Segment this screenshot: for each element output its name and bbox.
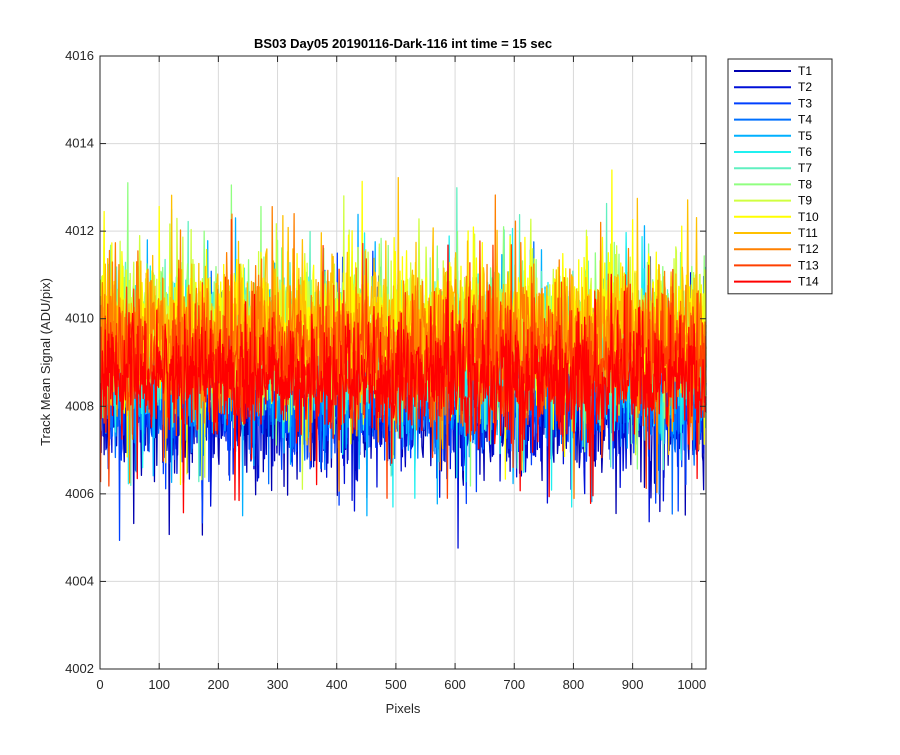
x-tick-label: 700 [503,677,525,692]
legend-label-t12: T12 [798,242,819,256]
series-layer [99,169,707,549]
legend-label-t10: T10 [798,210,819,224]
legend-label-t13: T13 [798,258,819,272]
x-axis-label: Pixels [386,701,421,716]
legend-label-t14: T14 [798,275,819,289]
y-tick-label: 4008 [65,398,94,413]
legend-label-t2: T2 [798,80,812,94]
x-tick-label: 600 [444,677,466,692]
y-tick-label: 4014 [65,136,94,151]
legend-label-t7: T7 [798,161,812,175]
chart-title: BS03 Day05 20190116-Dark-116 int time = … [254,36,552,51]
y-tick-label: 4016 [65,48,94,63]
x-tick-label: 400 [326,677,348,692]
legend-label-t5: T5 [798,129,812,143]
legend-label-t1: T1 [798,64,812,78]
y-axis-label: Track Mean Signal (ADU/pix) [38,278,53,446]
x-tick-label: 800 [563,677,585,692]
y-tick-label: 4006 [65,486,94,501]
x-tick-label: 300 [267,677,289,692]
x-tick-label: 900 [622,677,644,692]
axes-layer: 0 100 200 300 400 500 600 700 800 900 1000 4002 4004… [65,48,707,692]
y-tick-label: 4002 [65,661,94,676]
legend-label-t11: T11 [798,226,818,240]
series-line-t14 [99,244,707,514]
x-tick-label: 100 [148,677,170,692]
y-tick-label: 4004 [65,573,94,588]
legend-label-t9: T9 [798,194,812,208]
x-tick-label: 0 [96,677,103,692]
x-tick-label: 500 [385,677,407,692]
legend-label-t6: T6 [798,145,812,159]
y-tick-label: 4012 [65,223,94,238]
legend-label-t8: T8 [798,177,812,191]
x-tick-label: 1000 [677,677,706,692]
x-tick-label: 200 [208,677,230,692]
legend-label-t4: T4 [798,113,812,127]
y-tick-label: 4010 [65,311,94,326]
axes-box [99,55,707,670]
legend: T1 T2 T3 T4 T5 T6 T7 T8 T9 T10 T11 T12 T13 T14 [727,58,833,295]
legend-box [727,58,833,295]
legend-label-t3: T3 [798,96,812,110]
